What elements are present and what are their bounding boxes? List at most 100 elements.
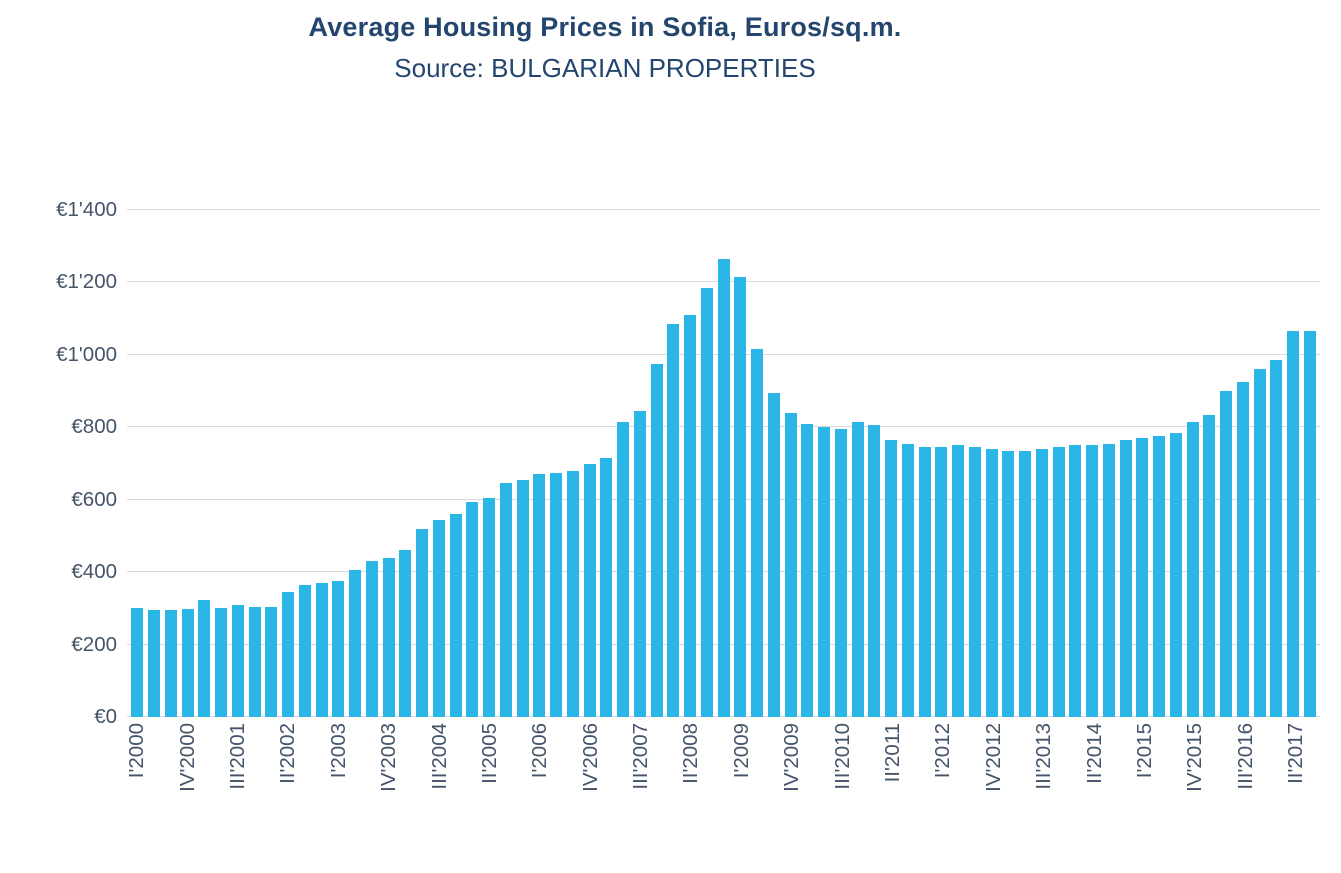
x-slot	[448, 723, 465, 871]
chart-title: Average Housing Prices in Sofia, Euros/s…	[308, 12, 902, 42]
x-slot	[1002, 723, 1019, 871]
bar-slot	[1251, 210, 1268, 717]
bar-slot	[146, 210, 163, 717]
bar	[1019, 450, 1032, 717]
bar	[382, 557, 395, 717]
bar	[432, 519, 445, 717]
bar-slot	[983, 210, 1000, 717]
bar	[818, 427, 831, 717]
x-tick-label: I'2009	[729, 723, 753, 779]
bar	[1086, 445, 1099, 717]
x-tick-label: II'2005	[477, 723, 501, 784]
bar	[801, 423, 814, 717]
bar	[583, 463, 596, 717]
x-slot: II'2011	[881, 723, 905, 871]
bar-slot	[1050, 210, 1067, 717]
bar-slot	[447, 210, 464, 717]
x-slot	[750, 723, 767, 871]
bar	[935, 447, 948, 717]
bar-slot	[682, 210, 699, 717]
x-slot: IV'2015	[1183, 723, 1206, 871]
bar	[1102, 443, 1115, 717]
bar	[767, 392, 780, 717]
bar-slot	[1168, 210, 1185, 717]
x-slot: IV'2006	[578, 723, 602, 871]
x-tick-label: IV'2012	[981, 723, 1005, 792]
bar	[349, 570, 362, 717]
x-tick-label: IV'2000	[175, 723, 199, 792]
x-slot	[1103, 723, 1120, 871]
bar	[248, 606, 261, 717]
x-tick-label: I'2000	[125, 723, 149, 779]
bar-slot	[246, 210, 263, 717]
x-tick-label: III'2016	[1233, 723, 1257, 790]
bar-slot	[179, 210, 196, 717]
x-tick-label: II'2011	[881, 723, 905, 783]
bar-slot	[916, 210, 933, 717]
bar-slot	[196, 210, 213, 717]
gridline	[127, 209, 1320, 210]
bar	[1236, 382, 1249, 717]
bar	[215, 608, 228, 717]
bar-slot	[1302, 210, 1319, 717]
x-slot	[902, 723, 919, 871]
bar	[1270, 360, 1283, 717]
x-tick-label: III'2010	[830, 723, 854, 790]
bar-slot	[732, 210, 749, 717]
bar	[449, 514, 462, 717]
bar-slot	[414, 210, 431, 717]
bar-slot	[1151, 210, 1168, 717]
bar	[600, 458, 613, 717]
bar-slot	[330, 210, 347, 717]
bar-slot	[699, 210, 716, 717]
bar	[365, 561, 378, 717]
x-slot: II'2005	[477, 723, 501, 871]
bar	[784, 412, 797, 717]
bar-slot	[397, 210, 414, 717]
bar	[1153, 436, 1166, 717]
bar-slot	[514, 210, 531, 717]
bar	[851, 421, 864, 717]
bar	[1203, 414, 1216, 717]
x-slot: II'2014	[1083, 723, 1106, 871]
bar-slot	[883, 210, 900, 717]
bar-slot	[598, 210, 615, 717]
x-slot	[952, 723, 969, 871]
bar	[633, 411, 646, 717]
x-slot: II'2008	[679, 723, 702, 871]
x-slot: III'2010	[830, 723, 854, 871]
bar	[265, 607, 278, 717]
bar	[466, 501, 479, 717]
x-slot: II'2002	[276, 723, 299, 871]
bar	[416, 528, 429, 717]
bar	[700, 287, 713, 717]
bar-slot	[1235, 210, 1252, 717]
bar	[1052, 447, 1065, 717]
x-slot: IV'2009	[780, 723, 803, 871]
bar-slot	[933, 210, 950, 717]
bar-slot	[1101, 210, 1118, 717]
x-slot	[398, 723, 415, 871]
x-tick-label: IV'2006	[578, 723, 602, 792]
x-axis: I'2000 IV'2000 III'2001 II'2002 I'2003 IV'200…	[125, 723, 1324, 871]
bar-slot	[230, 210, 247, 717]
bar	[1169, 432, 1182, 717]
bar	[1220, 391, 1233, 717]
bar	[1002, 450, 1015, 717]
bar	[717, 258, 730, 717]
x-slot	[1254, 723, 1271, 871]
x-slot: IV'2003	[377, 723, 400, 871]
bar	[164, 610, 177, 717]
x-slot: IV'2012	[981, 723, 1005, 871]
x-slot	[801, 723, 818, 871]
x-slot	[1305, 723, 1322, 871]
x-slot	[1154, 723, 1171, 871]
bar-slot	[799, 210, 816, 717]
bars	[127, 210, 1320, 717]
bar	[399, 550, 412, 717]
bar	[885, 439, 898, 717]
y-tick-label: €200	[71, 632, 117, 656]
bar	[617, 421, 630, 717]
x-slot	[196, 723, 213, 871]
bar	[751, 349, 764, 717]
